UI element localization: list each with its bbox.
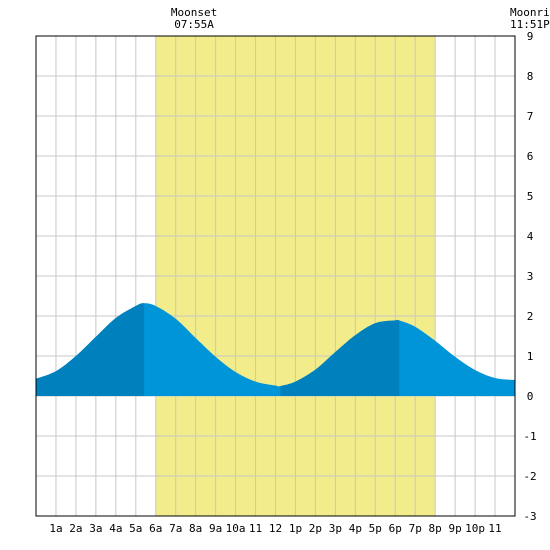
x-tick-label: 7p [409, 522, 422, 535]
x-tick-label: 2a [69, 522, 82, 535]
y-tick-label: 0 [527, 390, 534, 403]
moon-event-time: 11:51P [510, 18, 550, 31]
y-tick-label: -1 [523, 430, 536, 443]
x-tick-label: 8p [429, 522, 442, 535]
plot-border [35, 35, 516, 517]
y-tick-label: -3 [523, 510, 536, 523]
x-tick-label: 9a [209, 522, 222, 535]
y-tick-label: 5 [527, 190, 534, 203]
x-tick-label: 1p [289, 522, 302, 535]
x-tick-label: 11 [488, 522, 501, 535]
tide-area-shaded [36, 303, 145, 396]
x-tick-label: 10a [226, 522, 246, 535]
x-tick-label: 11 [249, 522, 262, 535]
x-tick-label: 1a [49, 522, 62, 535]
y-tick-label: 6 [527, 150, 534, 163]
x-tick-label: 3p [329, 522, 342, 535]
x-tick-label: 6a [149, 522, 162, 535]
y-tick-label: 7 [527, 110, 534, 123]
x-tick-label: 3a [89, 522, 102, 535]
x-tick-label: 9p [449, 522, 462, 535]
x-tick-label: 7a [169, 522, 182, 535]
x-tick-label: 8a [189, 522, 202, 535]
x-tick-label: 2p [309, 522, 322, 535]
moon-event-time: 07:55A [174, 18, 214, 31]
y-tick-label: 1 [527, 350, 534, 363]
x-tick-label: 5a [129, 522, 142, 535]
x-tick-label: 12 [269, 522, 282, 535]
x-tick-label: 5p [369, 522, 382, 535]
y-tick-label: 4 [527, 230, 534, 243]
x-tick-label: 4a [109, 522, 122, 535]
y-tick-label: 2 [527, 310, 534, 323]
tide-area-shaded [280, 319, 400, 396]
x-tick-label: 4p [349, 522, 362, 535]
y-tick-label: 3 [527, 270, 534, 283]
y-tick-label: 8 [527, 70, 534, 83]
y-tick-label: -2 [523, 470, 536, 483]
moon-event-label: Moonset [171, 6, 217, 19]
x-tick-label: 10p [465, 522, 485, 535]
x-tick-label: 6p [389, 522, 402, 535]
y-tick-label: 9 [527, 30, 534, 43]
moon-event-label: Moonrise [510, 6, 550, 19]
